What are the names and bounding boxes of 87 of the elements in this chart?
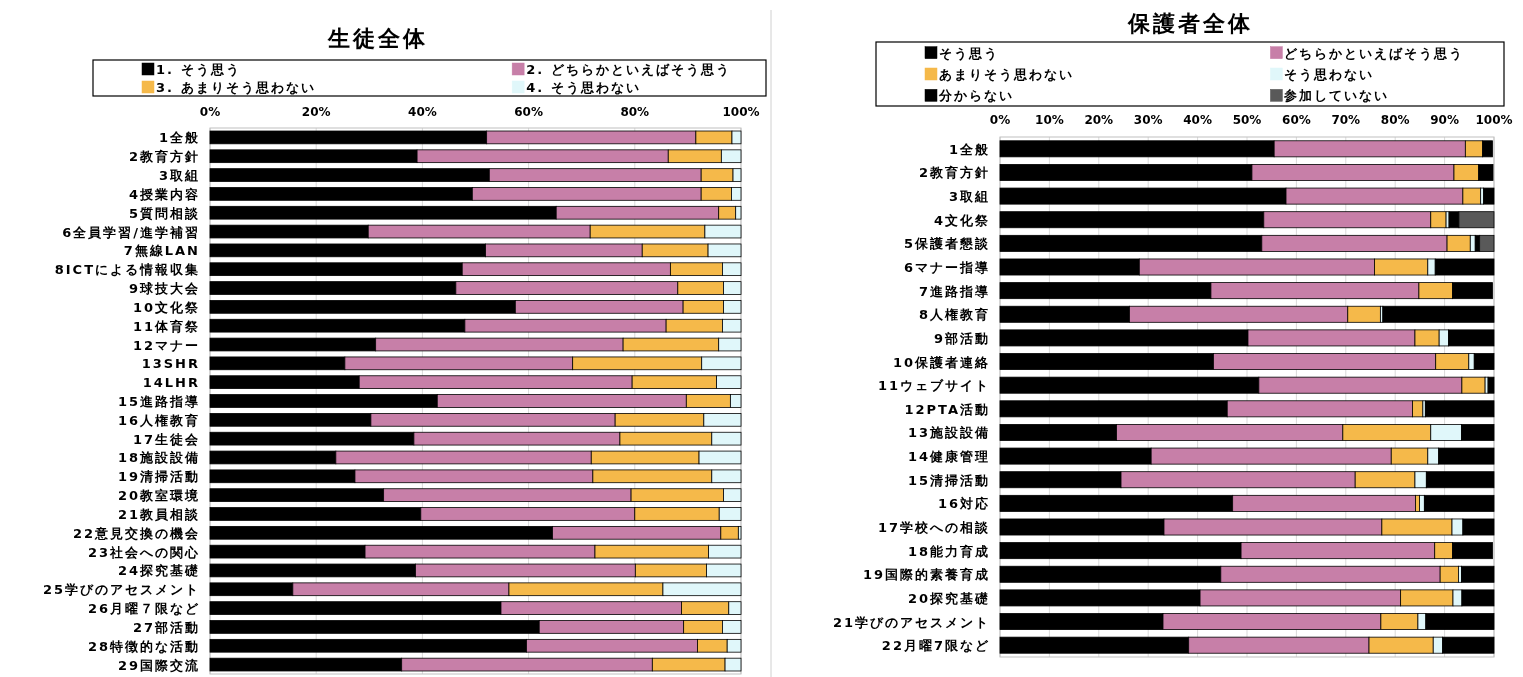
bar (1479, 234, 1495, 252)
y-tick-label: 3取組 (158, 168, 200, 184)
y-tick-label: 14健康管理 (907, 449, 990, 465)
x-tick-label: 60% (1282, 113, 1311, 127)
x-tick-label: 20% (301, 105, 331, 119)
x-tick-label: 100% (1475, 113, 1513, 127)
y-tick-label: 19国際的素養育成 (862, 567, 990, 583)
bar (1424, 400, 1495, 418)
legend-label: あまりそう思わない (939, 67, 1074, 82)
y-tick-label: 10保護者連絡 (892, 354, 990, 370)
y-tick-label: 8人権教育 (918, 307, 990, 323)
legend-label: 3. あまりそう思わない (156, 80, 316, 95)
x-tick-label: 100% (722, 105, 760, 119)
y-tick-label: 17生徒会 (132, 431, 200, 447)
x-tick-label: 30% (1133, 113, 1163, 127)
y-tick-label: 5保護者懇談 (903, 236, 990, 252)
y-tick-label: 20探究基礎 (907, 590, 990, 606)
y-tick-label: 20教室環境 (117, 488, 200, 504)
y-tick-label: 1全般 (158, 130, 200, 146)
y-tick-label: 28特徴的な活動 (87, 638, 200, 654)
legend-label: 2. どちらかといえばそう思う (526, 62, 731, 77)
y-tick-label: 17学校への相談 (877, 520, 990, 535)
y-tick-label: 2教育方針 (128, 149, 200, 165)
y-tick-label: 8ICTによる情報収集 (54, 262, 200, 278)
y-tick-label: 21学びのアセスメント (832, 614, 990, 630)
y-tick-label: 12マナー (132, 337, 200, 353)
x-tick-label: 90% (1430, 113, 1459, 127)
y-tick-label: 6マナー指導 (903, 260, 990, 275)
y-tick-label: 16人権教育 (117, 412, 200, 428)
y-tick-label: 15進路指導 (117, 394, 200, 409)
y-tick-label: 29国際交流 (117, 657, 200, 673)
y-tick-label: 22月曜7限など (881, 638, 990, 654)
chart-title: 保護者全体 (1126, 11, 1253, 36)
y-tick-label: 2教育方針 (918, 165, 990, 181)
y-tick-label: 13施設設備 (907, 425, 990, 441)
y-tick-label: 19清掃活動 (117, 469, 200, 485)
y-tick-label: 10文化祭 (132, 299, 200, 315)
y-tick-label: 5質問相談 (128, 205, 200, 221)
y-tick-label: 27部活動 (132, 619, 200, 635)
y-tick-label: 9部活動 (933, 330, 990, 346)
x-tick-label: 0% (989, 113, 1011, 127)
y-tick-label: 7進路指導 (918, 283, 990, 299)
y-tick-label: 24探究基礎 (117, 563, 200, 579)
legend-label: 参加していない (1283, 88, 1390, 104)
y-tick-label: 18施設設備 (117, 450, 200, 466)
y-tick-label: 14LHR (142, 375, 200, 391)
bar (1382, 305, 1495, 323)
y-tick-label: 6全員学習/進学補習 (62, 224, 200, 240)
bar (1423, 494, 1495, 512)
x-tick-label: 40% (1183, 113, 1212, 127)
y-tick-label: 25学びのアセスメント (42, 582, 200, 598)
x-tick-label: 40% (408, 105, 437, 119)
y-tick-label: 4文化祭 (933, 212, 990, 228)
legend-label: そう思わない (1284, 67, 1375, 82)
y-tick-label: 22意見交換の機会 (72, 525, 200, 541)
bar (1461, 565, 1495, 583)
y-tick-label: 7無線LAN (123, 243, 200, 259)
y-tick-label: 4授業内容 (128, 186, 200, 202)
x-tick-label: 70% (1331, 113, 1361, 127)
legend-label: どちらかといえばそう思う (1284, 45, 1465, 61)
x-tick-label: 50% (1232, 113, 1262, 127)
x-tick-label: 10% (1035, 113, 1064, 127)
x-tick-label: 60% (514, 105, 543, 119)
y-tick-label: 11ウェブサイト (877, 378, 990, 394)
y-tick-label: 18能力育成 (907, 543, 990, 559)
y-tick-label: 11体育祭 (132, 318, 200, 334)
x-tick-label: 80% (1380, 113, 1410, 127)
legend-label: 分からない (938, 88, 1014, 104)
y-tick-label: 26月曜７限など (87, 601, 200, 617)
chart-title: 生徒全体 (327, 26, 428, 51)
y-tick-label: 21教員相談 (117, 506, 200, 522)
y-tick-label: 1全般 (948, 141, 990, 157)
y-tick-label: 9球技大会 (128, 281, 200, 297)
y-tick-label: 13SHR (141, 356, 200, 372)
y-tick-label: 16対応 (937, 496, 990, 512)
x-tick-label: 80% (620, 105, 650, 119)
y-tick-label: 23社会への関心 (87, 544, 200, 560)
bar (1487, 376, 1495, 394)
x-tick-label: 0% (199, 105, 221, 119)
legend-label: そう思う (939, 45, 999, 61)
y-tick-label: 12PTA活動 (904, 401, 990, 417)
y-tick-label: 3取組 (948, 189, 990, 205)
x-tick-label: 20% (1084, 113, 1114, 127)
legend-label: 4. そう思わない (526, 80, 641, 95)
y-tick-label: 15清掃活動 (907, 472, 990, 488)
bar (1483, 187, 1495, 205)
legend-label: 1. そう思う (156, 62, 241, 77)
